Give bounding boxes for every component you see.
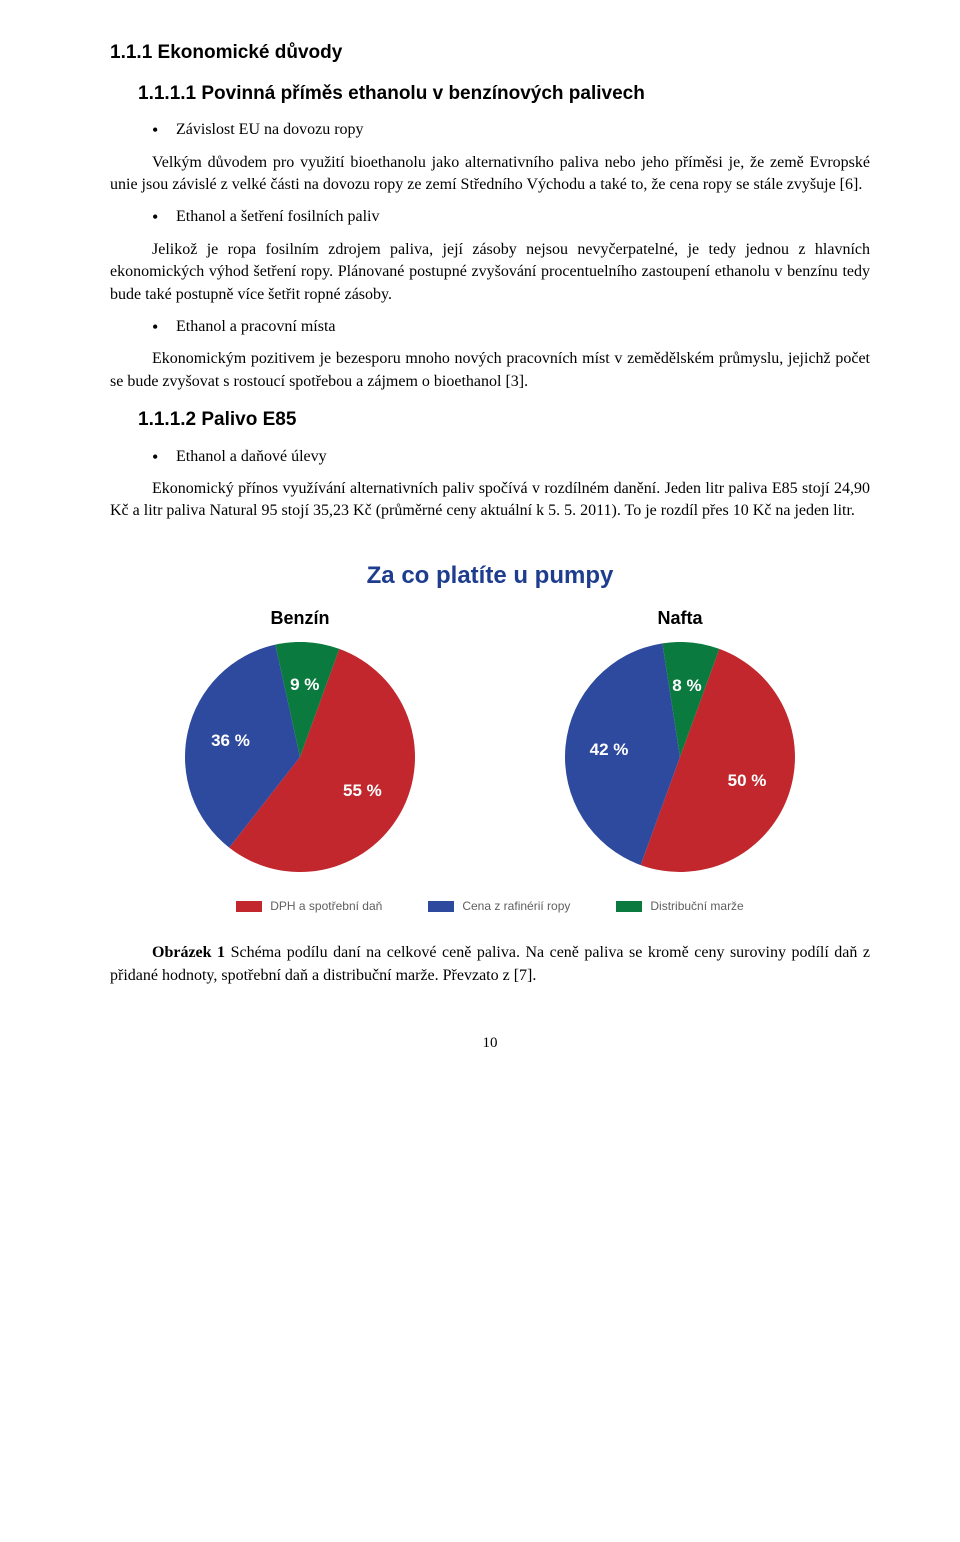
bullet-item: Závislost EU na dovozu ropy [152, 119, 870, 141]
chart-title: Za co platíte u pumpy [110, 559, 870, 593]
pie-slice-label: 8 % [672, 674, 701, 698]
pie-subtitle: Nafta [657, 606, 702, 631]
legend-label: Cena z rafinérií ropy [462, 898, 570, 915]
paragraph: Ekonomickým pozitivem je bezesporu mnoho… [110, 348, 870, 393]
bullet-list: Ethanol a daňové úlevy [152, 446, 870, 468]
legend-label: DPH a spotřební daň [270, 898, 382, 915]
chart-container: Za co platíte u pumpy Benzín 55 % 36 % 9 % N… [110, 559, 870, 915]
legend-item: Cena z rafinérií ropy [428, 898, 570, 915]
legend-swatch [616, 901, 642, 912]
pie-slice-label: 50 % [728, 769, 767, 793]
bullet-list: Ethanol a šetření fosilních paliv [152, 206, 870, 228]
pie-column: Nafta 50 % 42 % 8 % [500, 606, 860, 871]
pie-slice-label: 36 % [211, 729, 250, 753]
paragraph: Ekonomický přínos využívání alternativní… [110, 478, 870, 523]
figure-caption: Obrázek 1 Schéma podílu daní na celkové … [110, 942, 870, 987]
subsection-1-heading: 1.1.1.1 Povinná příměs ethanolu v benzín… [138, 81, 870, 108]
pie-column: Benzín 55 % 36 % 9 % [120, 606, 480, 871]
legend-swatch [428, 901, 454, 912]
pie-slice-label: 42 % [590, 738, 629, 762]
legend-label: Distribuční marže [650, 898, 743, 915]
legend-swatch [236, 901, 262, 912]
paragraph: Velkým důvodem pro využití bioethanolu j… [110, 152, 870, 197]
subsection-2-heading: 1.1.1.2 Palivo E85 [138, 407, 870, 434]
pie-subtitle: Benzín [270, 606, 329, 631]
pie-chart: 55 % 36 % 9 % [185, 642, 415, 872]
pie-slice-label: 55 % [343, 779, 382, 803]
pie-row: Benzín 55 % 36 % 9 % Nafta 50 % 42 % 8 % [110, 606, 870, 871]
section-heading: 1.1.1 Ekonomické důvody [110, 40, 870, 67]
bullet-item: Ethanol a daňové úlevy [152, 446, 870, 468]
paragraph: Jelikož je ropa fosilním zdrojem paliva,… [110, 239, 870, 306]
legend-item: Distribuční marže [616, 898, 743, 915]
legend-item: DPH a spotřební daň [236, 898, 382, 915]
chart-legend: DPH a spotřební daň Cena z rafinérií ropy… [110, 898, 870, 915]
page-number: 10 [110, 1033, 870, 1054]
bullet-item: Ethanol a pracovní místa [152, 316, 870, 338]
pie-chart: 50 % 42 % 8 % [565, 642, 795, 872]
bullet-item: Ethanol a šetření fosilních paliv [152, 206, 870, 228]
pie-slice-label: 9 % [290, 674, 319, 698]
bullet-list: Ethanol a pracovní místa [152, 316, 870, 338]
bullet-list: Závislost EU na dovozu ropy [152, 119, 870, 141]
figure-label: Obrázek 1 [152, 944, 225, 961]
